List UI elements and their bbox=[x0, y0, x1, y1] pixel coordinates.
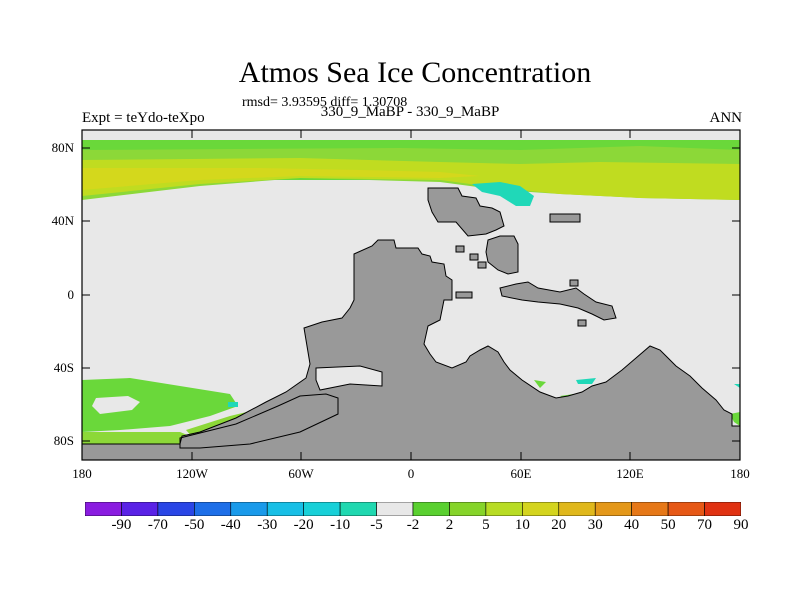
map-plot bbox=[81, 129, 741, 461]
antarctic-band-left bbox=[82, 378, 238, 432]
eastern-block bbox=[485, 235, 519, 275]
north-continent bbox=[427, 187, 505, 237]
colorbar-swatch bbox=[194, 502, 232, 516]
arctic-ice-bands bbox=[82, 140, 740, 206]
colorbar-label: 20 bbox=[551, 517, 567, 533]
plot-subtitle: 330_9_MaBP - 330_9_MaBP bbox=[320, 104, 500, 120]
colorbar-label: 70 bbox=[697, 517, 713, 533]
main-continent bbox=[81, 239, 741, 461]
colorbar-swatch bbox=[594, 502, 632, 516]
colorbar-swatch bbox=[230, 502, 268, 516]
small-island-7 bbox=[569, 279, 579, 287]
small-island-1 bbox=[549, 213, 581, 223]
season-label: ANN bbox=[709, 110, 743, 126]
archipelago bbox=[499, 281, 617, 321]
colorbar-swatch bbox=[121, 502, 159, 516]
x-tick-label: 120E bbox=[616, 466, 644, 481]
x-tick-label: 180 bbox=[730, 466, 750, 481]
y-tick-label: 40N bbox=[51, 213, 74, 228]
colorbar-swatch bbox=[303, 502, 341, 516]
x-tick-label: 120W bbox=[176, 466, 208, 481]
colorbar-label: -30 bbox=[257, 517, 278, 533]
colorbar-label: -40 bbox=[220, 517, 241, 533]
small-island-6 bbox=[577, 319, 587, 327]
colorbar-label: 2 bbox=[445, 517, 454, 533]
colorbar-swatch bbox=[412, 502, 450, 516]
colorbar-swatch bbox=[266, 502, 304, 516]
colorbar-swatch bbox=[339, 502, 377, 516]
antarctic-band-east bbox=[534, 380, 546, 388]
colorbar-swatch bbox=[631, 502, 669, 516]
colorbar-label: -2 bbox=[406, 517, 420, 533]
colorbar-swatch bbox=[704, 502, 741, 516]
colorbar-swatch bbox=[449, 502, 487, 516]
colorbar-label: -70 bbox=[147, 517, 168, 533]
x-tick-label: 0 bbox=[407, 466, 415, 481]
antarctic-cyan-east bbox=[576, 378, 596, 384]
colorbar-label: -50 bbox=[184, 517, 205, 533]
y-tick-label: 80S bbox=[53, 433, 74, 448]
y-tick-label: 80N bbox=[51, 140, 74, 155]
southern-peninsula bbox=[179, 393, 339, 449]
colorbar-swatch bbox=[558, 502, 596, 516]
antarctic-cyan-dot bbox=[228, 402, 238, 407]
small-island-3 bbox=[469, 253, 479, 261]
colorbar-label: 10 bbox=[514, 517, 530, 533]
antarctic-cyan-far-east bbox=[734, 384, 740, 388]
colorbar-label: 30 bbox=[587, 517, 603, 533]
y-tick-label: 0 bbox=[67, 287, 75, 302]
x-tick-label: 180 bbox=[72, 466, 92, 481]
antarctic-light-hole bbox=[92, 396, 140, 414]
x-axis-ticks bbox=[191, 130, 631, 460]
continent-inlet bbox=[315, 365, 383, 391]
y-axis-ticks bbox=[82, 147, 740, 442]
colorbar-swatch bbox=[157, 502, 195, 516]
colorbar-label: -10 bbox=[330, 517, 351, 533]
experiment-label: Expt = teYdo-teXpo bbox=[82, 110, 205, 126]
small-island-4 bbox=[477, 261, 487, 269]
colorbar-swatch bbox=[376, 502, 414, 516]
colorbar-swatch bbox=[485, 502, 523, 516]
colorbar-label: -20 bbox=[293, 517, 314, 533]
arctic-band-yellow-core bbox=[82, 168, 480, 190]
colorbar-swatch bbox=[522, 502, 560, 516]
x-tick-label: 60E bbox=[510, 466, 532, 481]
antarctic-band-lower bbox=[82, 432, 200, 444]
land-masses bbox=[81, 187, 741, 461]
x-tick-label: 60W bbox=[288, 466, 314, 481]
colorbar-label: 50 bbox=[660, 517, 676, 533]
colorbar-label: 5 bbox=[482, 517, 490, 533]
plot-title: Atmos Sea Ice Concentration bbox=[238, 56, 592, 89]
colorbar-label: 40 bbox=[624, 517, 640, 533]
colorbar-label: 90 bbox=[733, 517, 749, 533]
small-island-2 bbox=[455, 245, 465, 253]
small-island-5 bbox=[455, 291, 473, 299]
colorbar-swatch bbox=[667, 502, 705, 516]
colorbar-swatch bbox=[85, 502, 122, 516]
y-tick-label: 40S bbox=[53, 360, 74, 375]
colorbar-label: -90 bbox=[111, 517, 132, 533]
arctic-cyan-patch bbox=[472, 182, 534, 206]
colorbar-label: -5 bbox=[370, 517, 383, 533]
colorbar bbox=[85, 502, 741, 516]
stats-text: rmsd= 3.93595 diff= 1.30708 bbox=[242, 95, 408, 110]
